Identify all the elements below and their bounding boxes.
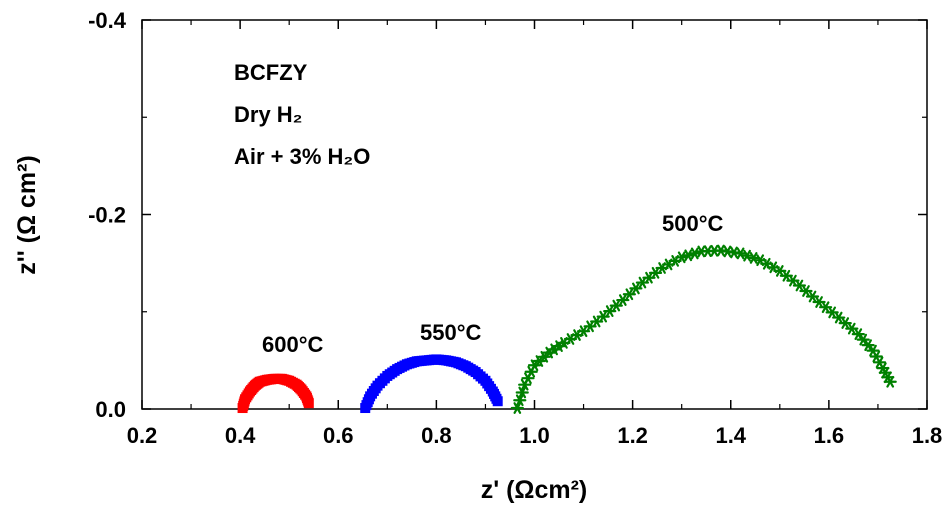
y-tick-label: 0.0: [95, 397, 126, 422]
series-label-500: 500°C: [662, 211, 724, 236]
data-point: [513, 394, 527, 407]
data-point: [675, 251, 689, 264]
note-material: BCFZY: [234, 60, 308, 85]
x-tick-label: 1.6: [814, 423, 845, 448]
x-tick-label: 0.2: [127, 423, 158, 448]
data-point: [883, 375, 897, 388]
series-label-550: 550°C: [420, 320, 482, 345]
x-tick-label: 1.8: [912, 423, 943, 448]
data-points: [237, 244, 897, 414]
data-point: [681, 249, 695, 262]
series-2: [510, 244, 897, 414]
series-0: [237, 373, 314, 414]
x-tick-label: 0.6: [323, 423, 354, 448]
x-tick-label: 1.0: [519, 423, 550, 448]
x-axis-ticks: 0.2 0.4 0.6 0.8 1.0 1.2 1.4 1.6 1.8: [127, 20, 943, 448]
x-axis-title: z' (Ωcm²): [481, 476, 588, 504]
series-1: [360, 354, 503, 414]
data-point: [851, 328, 865, 340]
x-tick-label: 1.4: [715, 423, 746, 448]
data-point: [515, 386, 529, 399]
data-point: [861, 339, 875, 352]
y-axis-title: z'' (Ω cm²): [13, 155, 41, 274]
x-tick-label: 0.8: [421, 423, 452, 448]
note-fuel: Dry H₂: [234, 102, 302, 127]
note-oxidant: Air + 3% H₂O: [234, 144, 370, 169]
data-point: [688, 247, 702, 260]
x-tick-label: 1.2: [617, 423, 648, 448]
data-point: [856, 333, 870, 346]
x-tick-label: 0.4: [225, 423, 256, 448]
data-point: [510, 402, 524, 414]
data-point: [303, 398, 314, 409]
y-axis-ticks: 0.0 -0.2 -0.4: [88, 8, 927, 422]
y-tick-label: -0.2: [88, 203, 126, 228]
y-tick-label: -0.4: [88, 8, 127, 33]
series-label-600: 600°C: [262, 332, 324, 357]
data-point: [492, 396, 503, 407]
